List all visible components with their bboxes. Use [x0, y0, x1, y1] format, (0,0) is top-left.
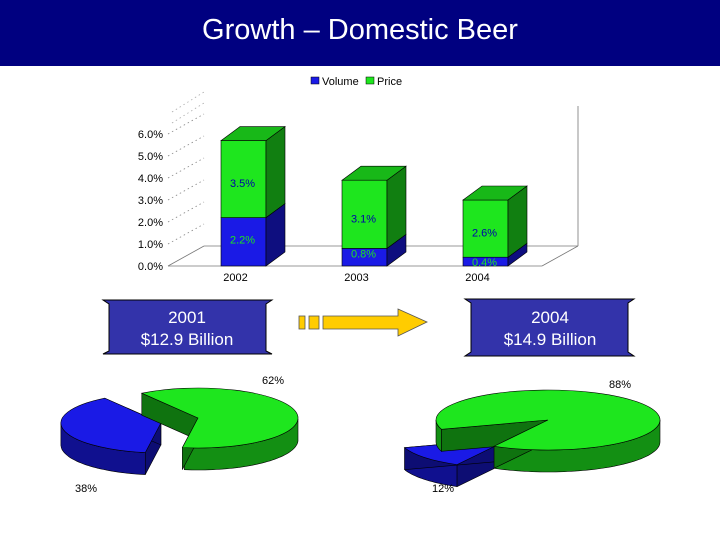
bar-top-2003 — [341, 165, 407, 181]
data-label-price-2003: 3.1% — [351, 213, 376, 225]
bar-chart: Volume Price 0.0% 1.0% 2.0% 3.0% 4.0% 5.0% 6.0… — [138, 76, 579, 284]
pie-2001-subtitle: $12.9 Billion — [141, 330, 234, 349]
y-tick-label: 1.0% — [138, 239, 163, 251]
pie-chart-2001: 38% 62% — [60, 375, 299, 495]
pie-2004-subtitle: $14.9 Billion — [504, 330, 597, 349]
y-tick-label: 0.0% — [138, 261, 163, 273]
bar-chart-marks — [220, 126, 528, 267]
y-tick-label: 5.0% — [138, 151, 163, 163]
callout-2004-box — [463, 298, 636, 357]
data-label-price-2002: 3.5% — [230, 178, 255, 190]
data-label-price-2004: 2.6% — [472, 228, 497, 240]
gridline — [167, 223, 205, 245]
callout-2004: 2004 $14.9 Billion — [463, 298, 636, 357]
pie-slice-price — [140, 387, 299, 449]
callout-2001: 2001 $12.9 Billion — [101, 299, 274, 355]
gridline — [171, 102, 205, 124]
chart-legend: Volume Price — [310, 76, 402, 88]
pie-slice-volume — [60, 397, 162, 453]
bar-chart-axes: 0.0% 1.0% 2.0% 3.0% 4.0% 5.0% 6.0% — [138, 91, 579, 273]
gridline — [167, 201, 205, 223]
arrow-tail-block-1 — [298, 315, 306, 330]
y-tick-label: 2.0% — [138, 217, 163, 229]
growth-arrow — [298, 308, 428, 337]
floor-right-edge — [541, 245, 579, 267]
gridline — [167, 179, 205, 201]
gridline — [167, 157, 205, 179]
x-tick-label: 2004 — [465, 272, 489, 284]
gridline — [167, 113, 205, 135]
pie-2004-title: 2004 — [531, 308, 569, 327]
arrow-tail-block-2 — [308, 315, 320, 330]
callout-2001-box — [101, 299, 274, 355]
title-bar — [0, 0, 720, 66]
legend-swatch-volume — [310, 76, 320, 85]
pie-label-price: 62% — [262, 375, 284, 387]
bar-chart-labels: 2.2% 3.5% 2002 0.8% 3.1% 2003 0.4% 2.6% 2004 — [223, 178, 497, 284]
slide-title: Growth – Domestic Beer — [202, 14, 518, 46]
y-tick-label: 4.0% — [138, 173, 163, 185]
legend-swatch-price — [365, 76, 375, 85]
y-tick-label: 3.0% — [138, 195, 163, 207]
x-tick-label: 2003 — [344, 272, 368, 284]
bar-top-2002 — [220, 126, 286, 141]
pie-label-price: 88% — [609, 379, 631, 391]
data-label-volume-2004: 0.4% — [472, 257, 497, 269]
pie-label-volume: 38% — [75, 483, 97, 495]
legend-label-volume: Volume — [322, 76, 359, 88]
legend-label-price: Price — [377, 76, 402, 88]
bar-side-price-2003 — [386, 165, 407, 249]
arrow-icon — [322, 308, 428, 337]
pie-label-volume: 12% — [432, 483, 454, 495]
bar-price-2004 — [462, 199, 509, 258]
bar-side-price-2002 — [265, 126, 286, 219]
gridline — [171, 91, 205, 113]
x-tick-label: 2002 — [223, 272, 247, 284]
bar-volume-2002 — [220, 217, 267, 267]
floor-left-edge — [167, 245, 205, 267]
y-tick-label: 6.0% — [138, 129, 163, 141]
data-label-volume-2002: 2.2% — [230, 235, 255, 247]
pie-chart-2004: 12% 88% — [403, 379, 661, 495]
pie-2001-title: 2001 — [168, 308, 206, 327]
gridline — [167, 135, 205, 157]
pie-slice-price — [435, 389, 661, 451]
bar-price-2002 — [220, 140, 267, 218]
bar-top-2004 — [462, 185, 528, 201]
bar-price-2003 — [341, 179, 388, 249]
data-label-volume-2003: 0.8% — [351, 248, 376, 260]
